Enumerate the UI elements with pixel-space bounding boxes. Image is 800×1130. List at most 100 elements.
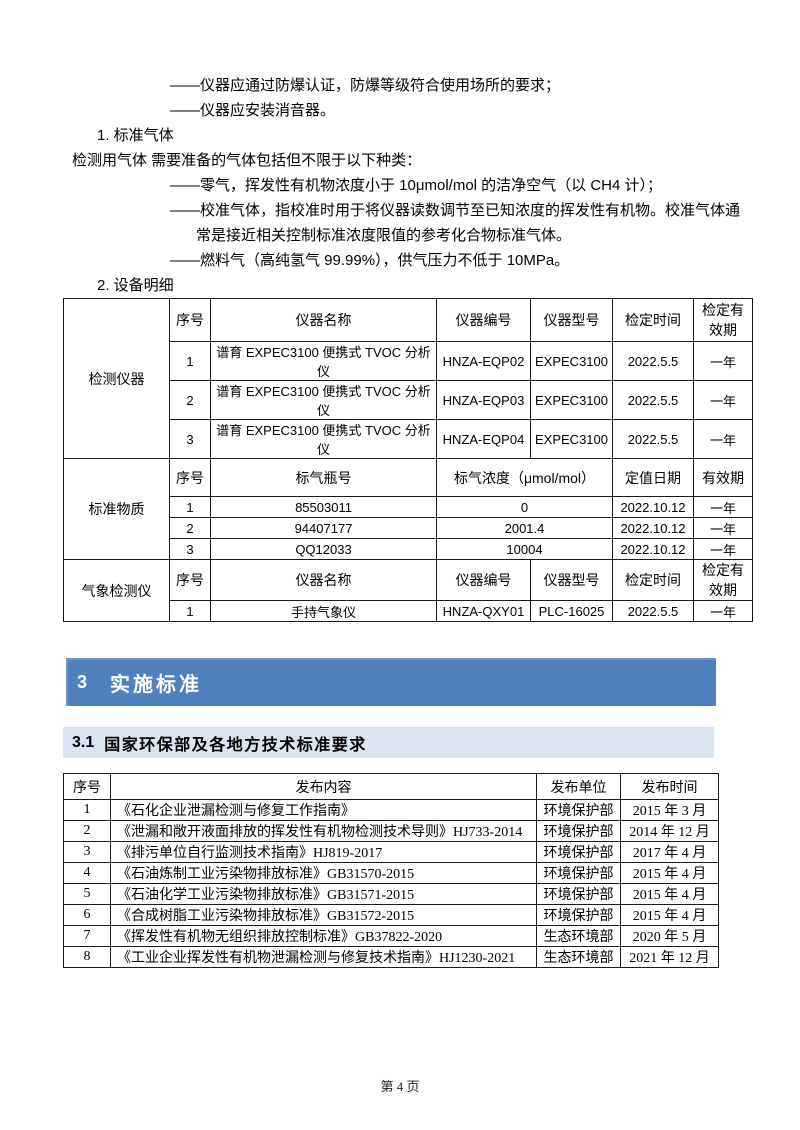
- section-number: 3: [77, 671, 88, 692]
- table-row: 2 《泄漏和敞开液面排放的挥发性有机物检测技术导则》HJ733-2014 环境保…: [63, 820, 719, 842]
- table-cell: 2014 年 12 月: [620, 820, 719, 842]
- table-cell: 《石油化学工业污染物排放标准》GB31571-2015: [110, 883, 537, 905]
- section-title: 实施标准: [110, 673, 203, 696]
- table-cell: 《石化企业泄漏检测与修复工作指南》: [110, 799, 537, 821]
- column-header: 仪器名称: [210, 559, 437, 601]
- table-cell: 7: [63, 925, 111, 947]
- table-cell: 一年: [693, 419, 753, 459]
- column-header: 检定有效期: [693, 559, 753, 601]
- paragraph: 检测用气体 需要准备的气体包括但不限于以下种类：: [72, 152, 422, 169]
- table-cell: HNZA-EQP02: [436, 341, 531, 381]
- table-cell: 5: [63, 883, 111, 905]
- table-cell: 一年: [693, 496, 753, 518]
- paragraph: ——燃料气（高纯氢气 99.99%），供气压力不低于 10MPa。: [170, 252, 570, 269]
- table-cell: 2020 年 5 月: [620, 925, 719, 947]
- table-cell: 《合成树脂工业污染物排放标准》GB31572-2015: [110, 904, 537, 926]
- table-cell: 4: [63, 862, 111, 884]
- table-cell: 2: [63, 820, 111, 842]
- column-header: 标气瓶号: [210, 458, 437, 497]
- table-cell: 生态环境部: [536, 925, 621, 947]
- subsection-heading: 3.1 国家环保部及各地方技术标准要求: [63, 727, 714, 758]
- group-label: 标准物质: [63, 458, 170, 560]
- column-header: 仪器名称: [210, 298, 437, 342]
- table-row: 4 《石油炼制工业污染物排放标准》GB31570-2015 环境保护部 2015…: [63, 862, 719, 884]
- table-cell: 谱育 EXPEC3100 便携式 TVOC 分析仪: [210, 341, 437, 381]
- table-cell: EXPEC3100: [530, 419, 613, 459]
- section-heading: 3 实施标准: [66, 658, 716, 706]
- table-row: 3 《排污单位自行监测技术指南》HJ819-2017 环境保护部 2017 年 …: [63, 841, 719, 863]
- table-cell: 《石油炼制工业污染物排放标准》GB31570-2015: [110, 862, 537, 884]
- table-cell: 一年: [693, 600, 753, 622]
- table-cell: 85503011: [210, 496, 437, 518]
- table-cell: 2021 年 12 月: [620, 946, 719, 968]
- group-label: 检测仪器: [63, 298, 170, 459]
- column-header: 检定有效期: [693, 298, 753, 342]
- table-cell: 10004: [436, 538, 613, 560]
- equipment-table: 检测仪器 序号 仪器名称 仪器编号 仪器型号 检定时间 检定有效期 1 谱育 E…: [63, 298, 753, 622]
- table-cell: 8: [63, 946, 111, 968]
- table-cell: 《工业企业挥发性有机物泄漏检测与修复技术指南》HJ1230-2021: [110, 946, 537, 968]
- column-header: 定值日期: [612, 458, 694, 497]
- table-cell: HNZA-EQP03: [436, 380, 531, 420]
- table-cell: 1: [169, 496, 211, 518]
- table-cell: QQ12033: [210, 538, 437, 560]
- column-header: 标气浓度（μmol/mol）: [436, 458, 613, 497]
- table-cell: 1: [169, 600, 211, 622]
- table-cell: 谱育 EXPEC3100 便携式 TVOC 分析仪: [210, 419, 437, 459]
- table-cell: 2022.10.12: [612, 496, 694, 518]
- table-row: 2 谱育 EXPEC3100 便携式 TVOC 分析仪 HNZA-EQP03 E…: [64, 380, 753, 420]
- table-cell: 环境保护部: [536, 820, 621, 842]
- table-cell: 2022.5.5: [612, 380, 694, 420]
- paragraph: ——仪器应安装消音器。: [170, 102, 336, 119]
- paragraph: ——校准气体，指校准时用于将仪器读数调节至已知浓度的挥发性有机物。校准气体通: [170, 202, 741, 219]
- subsection-title: 国家环保部及各地方技术标准要求: [104, 736, 367, 754]
- table-cell: 2022.10.12: [612, 538, 694, 560]
- column-header: 仪器型号: [530, 298, 613, 342]
- column-header: 序号: [169, 458, 211, 497]
- table-cell: 6: [63, 904, 111, 926]
- table-cell: 2022.10.12: [612, 517, 694, 539]
- table-row: 3 QQ12033 10004 2022.10.12 一年: [64, 538, 753, 560]
- table-cell: 2015 年 4 月: [620, 904, 719, 926]
- table-cell: 一年: [693, 380, 753, 420]
- table-cell: EXPEC3100: [530, 341, 613, 381]
- table-cell: 2017 年 4 月: [620, 841, 719, 863]
- paragraph: ——仪器应通过防爆认证，防爆等级符合使用场所的要求；: [170, 77, 561, 94]
- column-header: 序号: [169, 559, 211, 601]
- table-row: 7 《挥发性有机物无组织排放控制标准》GB37822-2020 生态环境部 20…: [63, 925, 719, 947]
- list-item: 1. 标准气体: [97, 127, 174, 144]
- table-row: 8 《工业企业挥发性有机物泄漏检测与修复技术指南》HJ1230-2021 生态环…: [63, 946, 719, 968]
- table-cell: 《泄漏和敞开液面排放的挥发性有机物检测技术导则》HJ733-2014: [110, 820, 537, 842]
- table-row: 1 《石化企业泄漏检测与修复工作指南》 环境保护部 2015 年 3 月: [63, 799, 719, 821]
- subsection-number: 3.1: [72, 733, 95, 751]
- table-cell: 2022.5.5: [612, 419, 694, 459]
- table-cell: 2015 年 4 月: [620, 883, 719, 905]
- table-cell: 一年: [693, 517, 753, 539]
- table-cell: 1: [169, 341, 211, 381]
- table-cell: 《排污单位自行监测技术指南》HJ819-2017: [110, 841, 537, 863]
- column-header: 发布时间: [620, 773, 719, 800]
- column-header: 仪器编号: [436, 559, 531, 601]
- column-header: 发布单位: [536, 773, 621, 800]
- group-label: 气象检测仪: [63, 559, 170, 622]
- table-row: 1 手持气象仪 HNZA-QXY01 PLC-16025 2022.5.5 一年: [64, 600, 753, 622]
- column-header: 序号: [63, 773, 111, 800]
- paragraph: ——零气，挥发性有机物浓度小于 10μmol/mol 的洁净空气（以 CH4 计…: [170, 177, 663, 194]
- column-header: 仪器型号: [530, 559, 613, 601]
- table-cell: 3: [169, 538, 211, 560]
- table-cell: 一年: [693, 538, 753, 560]
- table-row: 3 谱育 EXPEC3100 便携式 TVOC 分析仪 HNZA-EQP04 E…: [64, 419, 753, 459]
- table-cell: 2022.5.5: [612, 600, 694, 622]
- table-cell: 2022.5.5: [612, 341, 694, 381]
- paragraph: 常是接近相关控制标准浓度限值的参考化合物标准气体。: [196, 227, 572, 244]
- table-cell: 环境保护部: [536, 883, 621, 905]
- table-cell: 2015 年 3 月: [620, 799, 719, 821]
- table-cell: 生态环境部: [536, 946, 621, 968]
- table-cell: 环境保护部: [536, 799, 621, 821]
- table-row: 1 谱育 EXPEC3100 便携式 TVOC 分析仪 HNZA-EQP02 E…: [64, 341, 753, 381]
- table-cell: 一年: [693, 341, 753, 381]
- table-cell: 94407177: [210, 517, 437, 539]
- table-cell: EXPEC3100: [530, 380, 613, 420]
- column-header: 序号: [169, 298, 211, 342]
